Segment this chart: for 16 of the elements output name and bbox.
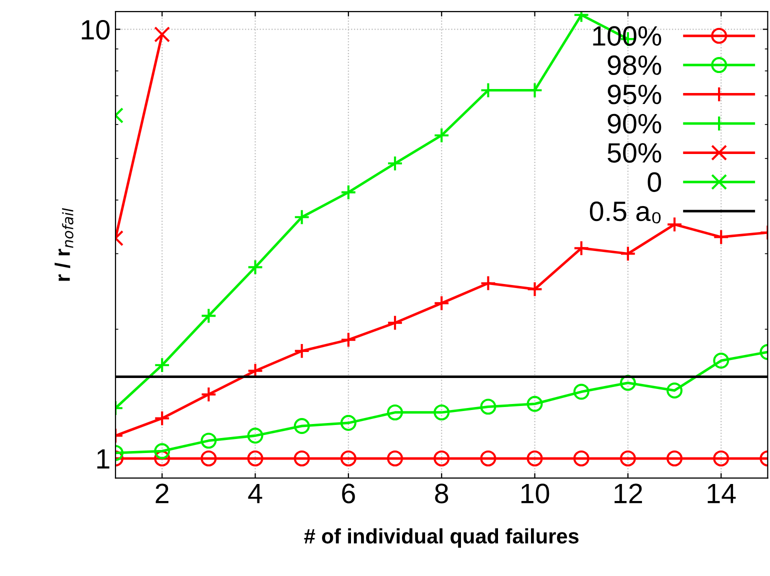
legend-label: 50% (608, 143, 662, 163)
legend-label: 98% (608, 55, 662, 76)
x-tick-label: 12 (614, 484, 642, 504)
x-tick-label: 6 (342, 484, 355, 504)
x-tick-label: 10 (521, 484, 550, 504)
legend-label: 0 (648, 172, 662, 192)
legend-label: 90% (608, 114, 662, 134)
legend-label: 95% (608, 84, 662, 104)
y-axis-title: r / r$_{nofail}$ (54, 208, 74, 281)
legend-label: 0.5 a₀ (590, 202, 661, 224)
x-tick-label: 2 (156, 484, 168, 504)
y-tick-label: 1 (97, 449, 110, 469)
x-tick-label: 8 (435, 484, 448, 504)
x-axis-title: # of individual quad failures (304, 528, 579, 548)
x-tick-label: 4 (248, 484, 262, 504)
x-tick-label: 14 (708, 484, 736, 504)
